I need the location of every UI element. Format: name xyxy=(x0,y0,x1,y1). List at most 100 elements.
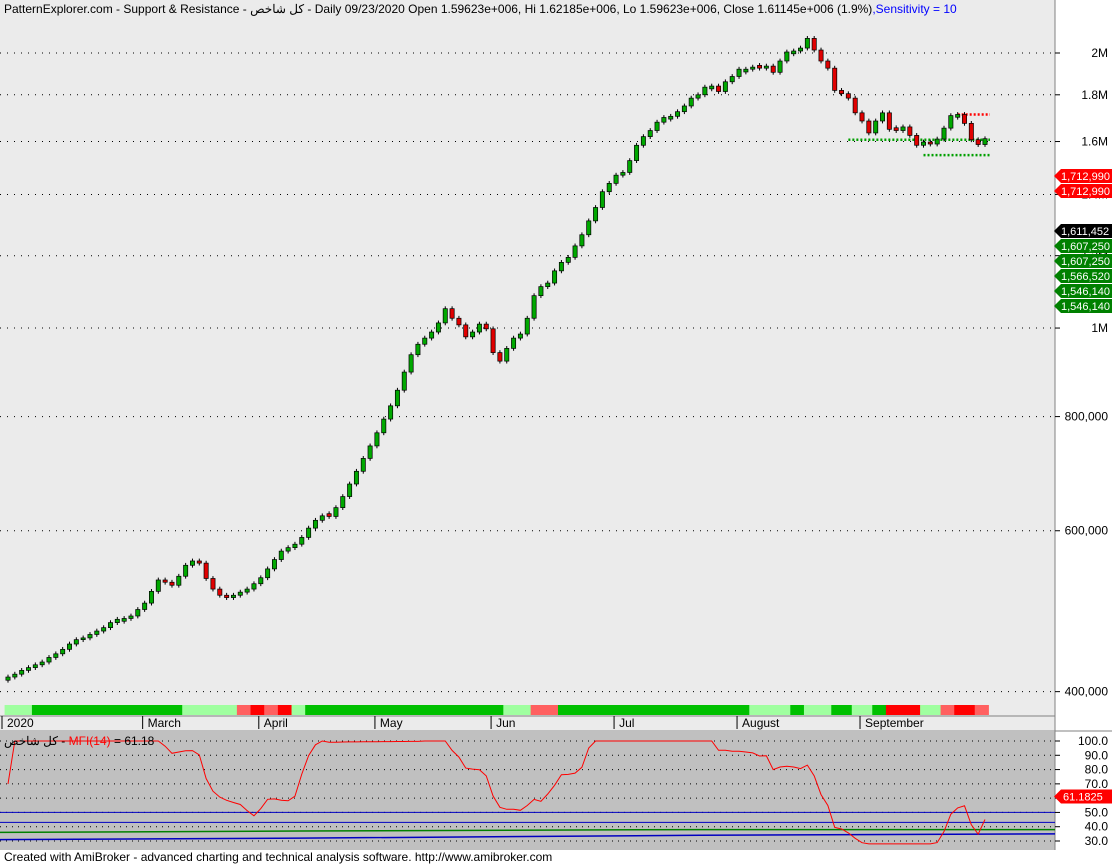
trend-strip-cell xyxy=(243,705,252,715)
trend-strip-cell xyxy=(325,705,334,715)
candle-up xyxy=(353,470,359,485)
trend-strip-cell xyxy=(223,705,231,715)
candle-up xyxy=(982,138,988,145)
candle-down xyxy=(962,114,967,124)
candle-up xyxy=(299,537,305,545)
candle-up xyxy=(19,670,25,675)
trend-strip-cell xyxy=(790,705,798,715)
trend-strip-cell xyxy=(86,705,94,715)
candle-up xyxy=(429,331,435,339)
trend-strip-cell xyxy=(4,705,12,715)
trend-strip-cell xyxy=(271,705,279,715)
price-tag-label: 1,607,250 xyxy=(1061,241,1110,253)
trend-strip-cell xyxy=(653,705,661,715)
trend-strip-cell xyxy=(578,705,586,715)
trend-strip-cell xyxy=(708,705,716,715)
trend-strip-cell xyxy=(715,705,723,715)
candle-up xyxy=(230,594,236,598)
date-axis-label: September xyxy=(865,716,924,730)
trend-strip-cell xyxy=(619,705,627,715)
candle-up xyxy=(39,661,45,666)
trend-strip-cell xyxy=(346,705,354,715)
trend-strip-cell xyxy=(175,705,183,715)
candle-up xyxy=(114,618,120,623)
price-tag-label: 1,611,452 xyxy=(1061,226,1109,238)
price-level-tags: 1,712,990 1,712,990 1,611,452 1,607,250 1,60… xyxy=(1054,169,1112,313)
candle-up xyxy=(101,627,107,632)
trend-strip-cell xyxy=(298,705,306,715)
trend-strip-cell xyxy=(769,705,778,715)
mfi-title-symbol: كل شاخص xyxy=(4,734,58,748)
date-axis: 2020 March April May Jun Jul August September xyxy=(0,715,1055,730)
trend-strip-cell xyxy=(284,705,293,715)
candle-up xyxy=(798,47,803,52)
trend-strip-cell xyxy=(967,705,976,715)
trend-strip-cell xyxy=(400,705,409,715)
trend-strip-cell xyxy=(107,705,115,715)
trend-strip-cell xyxy=(318,705,327,715)
candle-down xyxy=(203,562,209,579)
trend-strip-cell xyxy=(557,705,566,715)
trend-strip-cell xyxy=(646,705,655,715)
mfi-axis: 100.090.080.070.060.050.040.030.061.1825 xyxy=(1054,734,1112,848)
trend-strip-cell xyxy=(885,705,894,715)
candle-up xyxy=(688,97,694,107)
title-ohlc: - Daily 09/23/2020 Open 1.59623e+006, Hi… xyxy=(304,2,872,16)
trend-strip-cell xyxy=(148,705,156,715)
trend-strip-cell xyxy=(462,705,470,715)
trend-strip-cell xyxy=(435,705,443,715)
candle-up xyxy=(333,507,339,517)
trend-strip-cell xyxy=(202,705,211,715)
trend-strip-cell xyxy=(482,705,491,715)
trend-strip-cell xyxy=(332,705,340,715)
candle-up xyxy=(627,160,633,173)
trend-strip-cell xyxy=(810,705,819,715)
price-axis-background xyxy=(1055,0,1112,730)
mfi-title: كل شاخص - MFI(14) = 61.18 xyxy=(4,734,155,748)
trend-strip-cell xyxy=(11,705,19,715)
candle-up xyxy=(545,282,551,287)
trend-strip-cell xyxy=(797,705,805,715)
mfi-axis-label: 70.0 xyxy=(1085,777,1109,791)
price-pane-background xyxy=(0,0,1055,730)
trend-strip-cell xyxy=(380,705,388,715)
candle-up xyxy=(155,579,161,592)
candle-up xyxy=(504,348,510,362)
mfi-plot xyxy=(0,740,1056,845)
candle-up xyxy=(709,85,715,90)
trend-strip-cell xyxy=(216,705,224,715)
candle-up xyxy=(265,568,271,579)
price-tag-shape xyxy=(1054,269,1112,283)
candle-down xyxy=(162,579,168,583)
trend-strip-cell xyxy=(414,705,422,715)
trend-strip-cell xyxy=(134,705,142,715)
candle-up xyxy=(613,174,619,184)
candle-down xyxy=(449,308,455,319)
candle-up xyxy=(948,115,954,129)
trend-strip-cell xyxy=(844,705,853,715)
trend-color-strip xyxy=(4,705,989,715)
trend-strip-cell xyxy=(394,705,402,715)
mfi-axis-label: 90.0 xyxy=(1085,748,1109,762)
trend-strip-cell xyxy=(264,705,272,715)
candle-down xyxy=(490,328,496,353)
trend-strip-cell xyxy=(353,705,361,715)
trend-strip-cell xyxy=(824,705,832,715)
candle-down xyxy=(456,317,462,326)
trend-strip-cell xyxy=(817,705,825,715)
candle-up xyxy=(517,333,523,339)
price-tag-label: 1,546,140 xyxy=(1061,286,1110,298)
candle-up xyxy=(743,68,749,73)
mfi-axis-label: 30.0 xyxy=(1085,834,1109,848)
trend-strip-cell xyxy=(592,705,600,715)
trend-strip-cell xyxy=(530,705,538,715)
trend-strip-cell xyxy=(359,705,368,715)
candle-down xyxy=(825,60,831,69)
trend-strip-cell xyxy=(858,705,866,715)
trend-strip-cell xyxy=(721,705,730,715)
candle-up xyxy=(476,323,482,333)
candle-up xyxy=(531,295,537,319)
candle-down xyxy=(463,324,469,338)
